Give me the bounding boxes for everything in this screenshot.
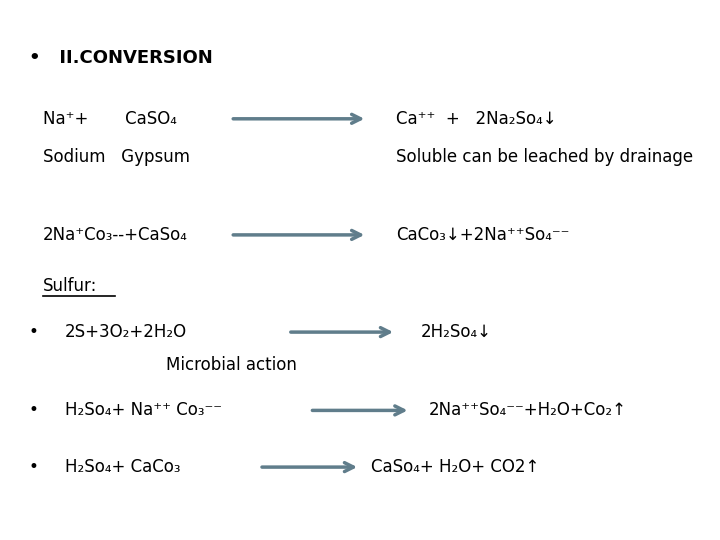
- Text: 2S+3O₂+2H₂O: 2S+3O₂+2H₂O: [65, 323, 187, 341]
- Text: Na⁺+       CaSO₄: Na⁺+ CaSO₄: [43, 110, 177, 128]
- Text: H₂So₄+ Na⁺⁺ Co₃⁻⁻: H₂So₄+ Na⁺⁺ Co₃⁻⁻: [65, 401, 222, 420]
- Text: 2H₂So₄↓: 2H₂So₄↓: [421, 323, 492, 341]
- Text: •: •: [29, 401, 39, 420]
- Text: 2Na⁺⁺So₄⁻⁻+H₂O+Co₂↑: 2Na⁺⁺So₄⁻⁻+H₂O+Co₂↑: [428, 401, 626, 420]
- Text: •: •: [29, 458, 39, 476]
- Text: Sulfur:: Sulfur:: [43, 277, 98, 295]
- Text: •   II.CONVERSION: • II.CONVERSION: [29, 49, 212, 66]
- Text: H₂So₄+ CaCo₃: H₂So₄+ CaCo₃: [65, 458, 180, 476]
- Text: Ca⁺⁺  +   2Na₂So₄↓: Ca⁺⁺ + 2Na₂So₄↓: [396, 110, 557, 128]
- Text: CaCo₃↓+2Na⁺⁺So₄⁻⁻: CaCo₃↓+2Na⁺⁺So₄⁻⁻: [396, 226, 570, 244]
- Text: Sodium   Gypsum: Sodium Gypsum: [43, 147, 190, 166]
- Text: •: •: [29, 323, 39, 341]
- Text: Microbial action: Microbial action: [166, 355, 297, 374]
- Text: CaSo₄+ H₂O+ CO2↑: CaSo₄+ H₂O+ CO2↑: [371, 458, 539, 476]
- Text: Soluble can be leached by drainage: Soluble can be leached by drainage: [396, 147, 693, 166]
- Text: 2Na⁺Co₃--+CaSo₄: 2Na⁺Co₃--+CaSo₄: [43, 226, 188, 244]
